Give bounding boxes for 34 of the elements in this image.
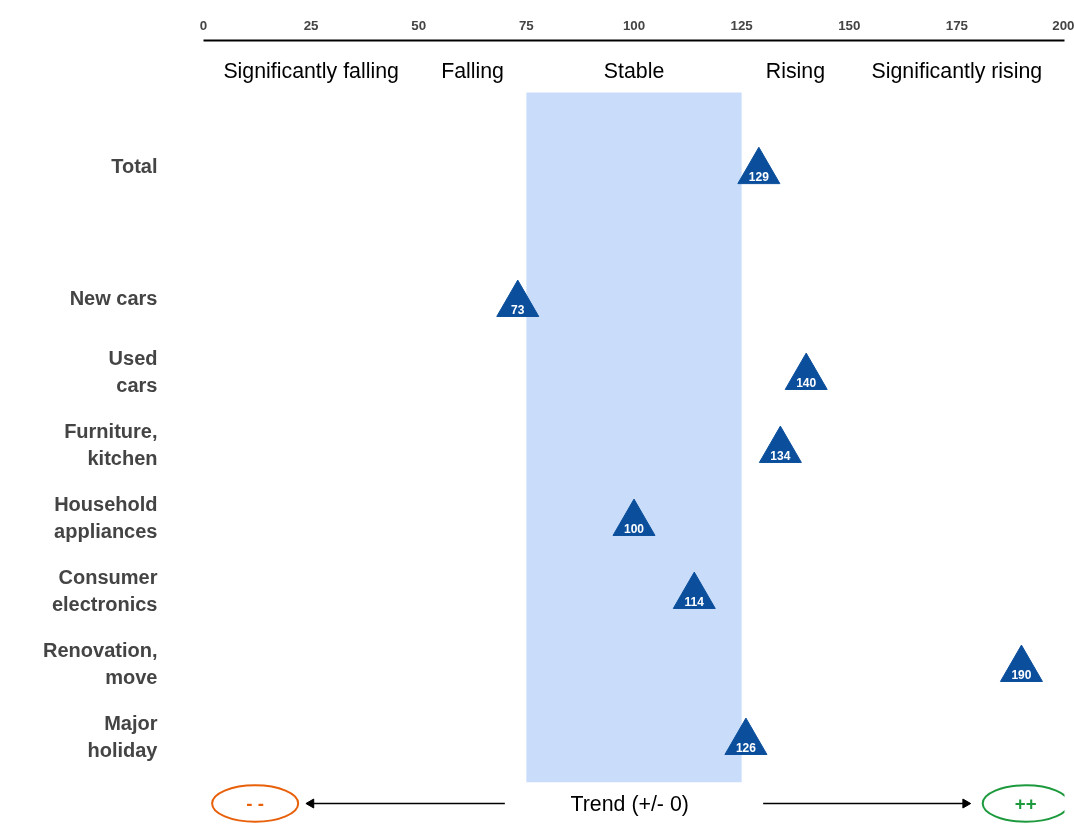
data-label: 100 bbox=[623, 521, 645, 536]
y-tick-label: Consumer electronics bbox=[51, 566, 158, 615]
x-tick-label: 75 bbox=[518, 17, 535, 33]
text: Trend (+/- 0) bbox=[570, 791, 689, 816]
x-tick-label: 125 bbox=[730, 17, 754, 33]
data-label: 134 bbox=[770, 448, 791, 463]
data-label: 73 bbox=[511, 302, 525, 317]
y-tick-label: Renovation, move bbox=[43, 639, 158, 688]
text: ++ bbox=[1014, 793, 1037, 815]
x-tick-label: 25 bbox=[303, 17, 320, 33]
text: Significantly falling bbox=[223, 58, 399, 83]
x-tick-label: 50 bbox=[411, 17, 427, 33]
y-tick-label: Major holiday bbox=[87, 712, 159, 761]
data-label: 129 bbox=[748, 169, 770, 184]
x-tick-label: 100 bbox=[622, 17, 646, 33]
y-tick-label: New cars bbox=[69, 287, 158, 310]
point bbox=[496, 279, 540, 317]
text: Falling bbox=[441, 58, 504, 83]
data-label: 114 bbox=[684, 594, 705, 609]
x-tick-label: 175 bbox=[945, 17, 969, 33]
y-tick-label: Used cars bbox=[108, 347, 158, 396]
x-tick-label: 0 bbox=[199, 17, 208, 33]
text: Significantly rising bbox=[871, 58, 1043, 83]
text: Rising bbox=[765, 58, 826, 83]
y-tick-label: Total bbox=[111, 154, 158, 177]
data-label: 126 bbox=[735, 740, 757, 755]
data-label: 140 bbox=[796, 375, 817, 390]
data-label: 190 bbox=[1011, 667, 1032, 682]
x-tick-label: 200 bbox=[1052, 17, 1074, 33]
y-tick-label: Household appliances bbox=[54, 493, 158, 542]
band-label: Stable bbox=[603, 58, 665, 83]
text: - - bbox=[246, 793, 264, 815]
y-tick-label: Furniture, kitchen bbox=[64, 420, 158, 469]
x-tick-label: 150 bbox=[838, 17, 861, 33]
